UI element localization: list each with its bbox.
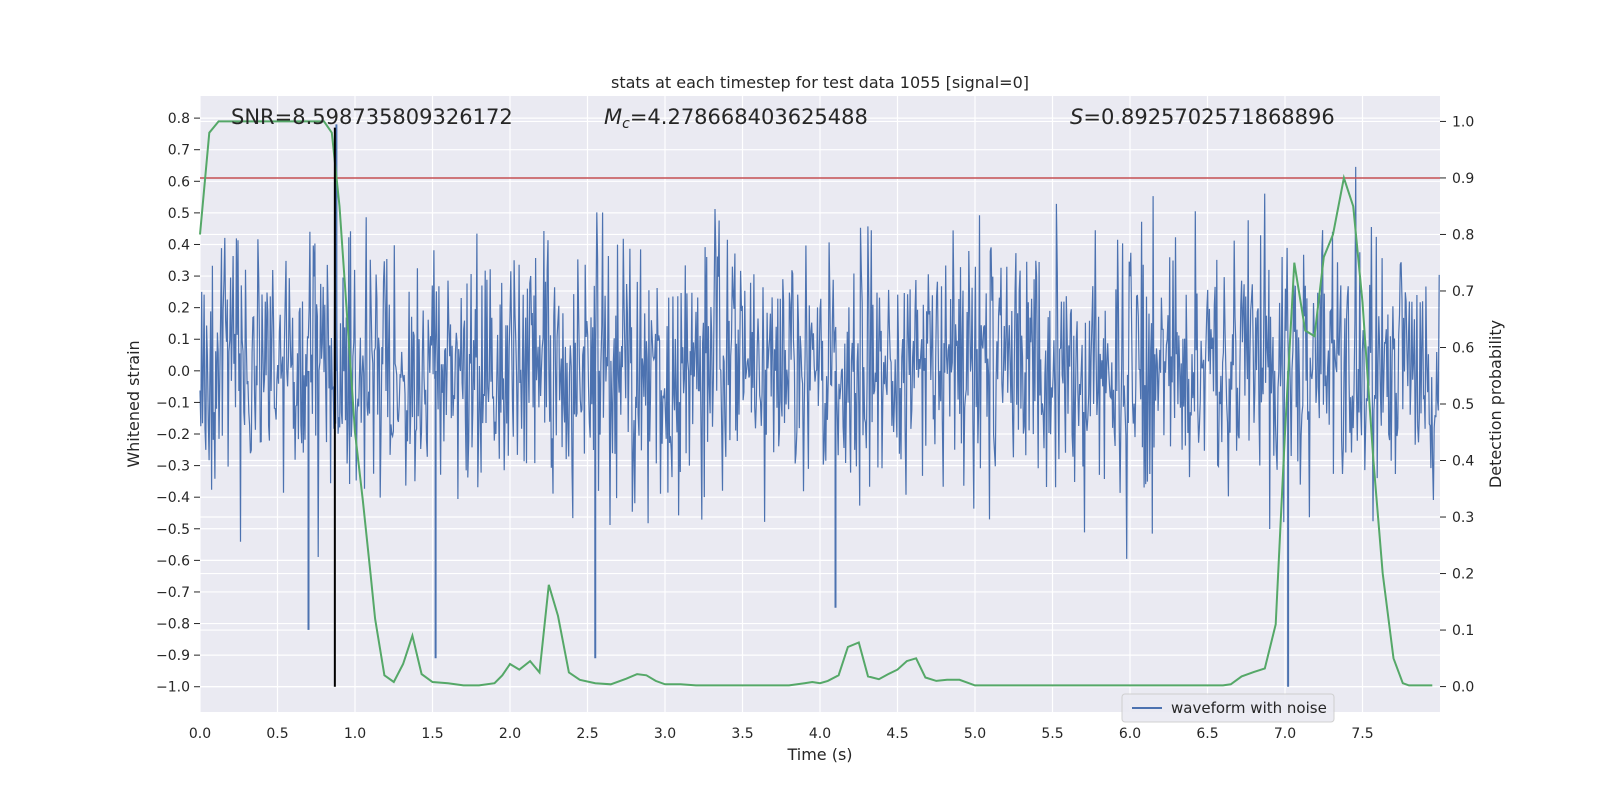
x-tick-label: 7.0: [1274, 726, 1296, 742]
x-tick-label: 3.0: [654, 726, 676, 742]
y-tick-label: −0.6: [156, 553, 190, 569]
x-tick-label: 5.5: [1041, 726, 1063, 742]
y2-tick-label: 1.0: [1452, 114, 1474, 130]
waveform-with-noise-series: [199, 124, 1440, 687]
y-axis-label: Whitened strain: [124, 340, 143, 467]
x-tick-label: 0.5: [266, 726, 288, 742]
y-tick-label: −0.4: [156, 490, 190, 506]
y2-tick-label: 0.2: [1452, 567, 1474, 583]
chirp-mass-subscript: c: [622, 116, 630, 132]
y2-tick-label: 0.8: [1452, 227, 1474, 243]
y2-tick-label: 0.5: [1452, 397, 1474, 413]
x-tick-label: 6.5: [1196, 726, 1218, 742]
x-axis-ticks: 0.0 0.5 1.0 1.5 2.0 2.5 3.0 3.5 4.0 4.5 5.0 5.5 6.0 6…: [189, 726, 1374, 742]
legend-box: [1121, 693, 1335, 723]
y-tick-label: −0.2: [156, 427, 190, 443]
y-tick-label: 0.1: [168, 332, 190, 348]
y-tick-label: −0.3: [156, 459, 190, 475]
chirp-mass-symbol: M: [604, 105, 622, 129]
y-tick-label: 0.4: [168, 237, 190, 253]
y-tick-label: 0.2: [168, 301, 190, 317]
y2-axis-ticks: 1.0 0.9 0.8 0.7 0.6 0.5 0.4 0.3 0.2 0.1 0.0: [1440, 114, 1474, 696]
y-tick-label: −0.1: [156, 395, 190, 411]
legend-entry: waveform with noise: [1171, 699, 1327, 717]
x-tick-label: 4.5: [886, 726, 908, 742]
chirp-mass-value: =4.278668403625488: [630, 105, 868, 129]
x-tick-label: 1.5: [421, 726, 443, 742]
y-tick-label: −0.9: [156, 648, 190, 664]
x-tick-label: 5.0: [964, 726, 986, 742]
y2-axis-label: Detection probability: [1486, 320, 1505, 488]
y-tick-label: 0.8: [168, 111, 190, 127]
y-tick-label: −1.0: [156, 680, 190, 696]
x-tick-label: 2.0: [499, 726, 521, 742]
y-tick-label: 0.3: [168, 269, 190, 285]
waveform-path: [199, 166, 1440, 559]
y2-tick-label: 0.6: [1452, 340, 1474, 356]
y2-tick-label: 0.1: [1452, 623, 1474, 639]
y-tick-label: −0.7: [156, 585, 190, 601]
y-tick-label: −0.5: [156, 522, 190, 538]
y2-tick-label: 0.7: [1452, 284, 1474, 300]
x-tick-label: 4.0: [809, 726, 831, 742]
x-tick-label: 0.0: [189, 726, 211, 742]
snr-annotation: SNR=8.598735809326172: [231, 105, 513, 129]
statistic-annotation: S=0.8925702571868896: [1070, 105, 1335, 129]
detection-probability-line: [199, 120, 1433, 687]
y-axis-ticks: 0.8 0.7 0.6 0.5 0.4 0.3 0.2 0.1 0.0 −0.1 −0.2 −0.3 −…: [156, 111, 200, 696]
y-tick-label: 0.7: [168, 143, 190, 159]
y2-tick-label: 0.9: [1452, 171, 1474, 187]
chirp-mass-annotation: Mc=4.278668403625488: [604, 105, 868, 132]
y-tick-label: −0.8: [156, 617, 190, 633]
chart-title: stats at each timestep for test data 105…: [611, 73, 1029, 92]
x-tick-label: 6.0: [1119, 726, 1141, 742]
x-tick-label: 7.5: [1351, 726, 1373, 742]
statistic-value: =0.8925702571868896: [1083, 105, 1334, 129]
x-axis-label: Time (s): [786, 745, 852, 764]
y2-tick-label: 0.4: [1452, 454, 1474, 470]
y-tick-label: 0.5: [168, 206, 190, 222]
y-tick-label: 0.0: [168, 364, 190, 380]
y-tick-label: 0.6: [168, 174, 190, 190]
y2-tick-label: 0.3: [1452, 510, 1474, 526]
statistic-symbol: S: [1070, 105, 1083, 129]
x-tick-label: 3.5: [731, 726, 753, 742]
x-tick-label: 2.5: [576, 726, 598, 742]
x-tick-label: 1.0: [344, 726, 366, 742]
y2-tick-label: 0.0: [1452, 680, 1474, 696]
legend: waveform with noise: [1121, 693, 1335, 723]
